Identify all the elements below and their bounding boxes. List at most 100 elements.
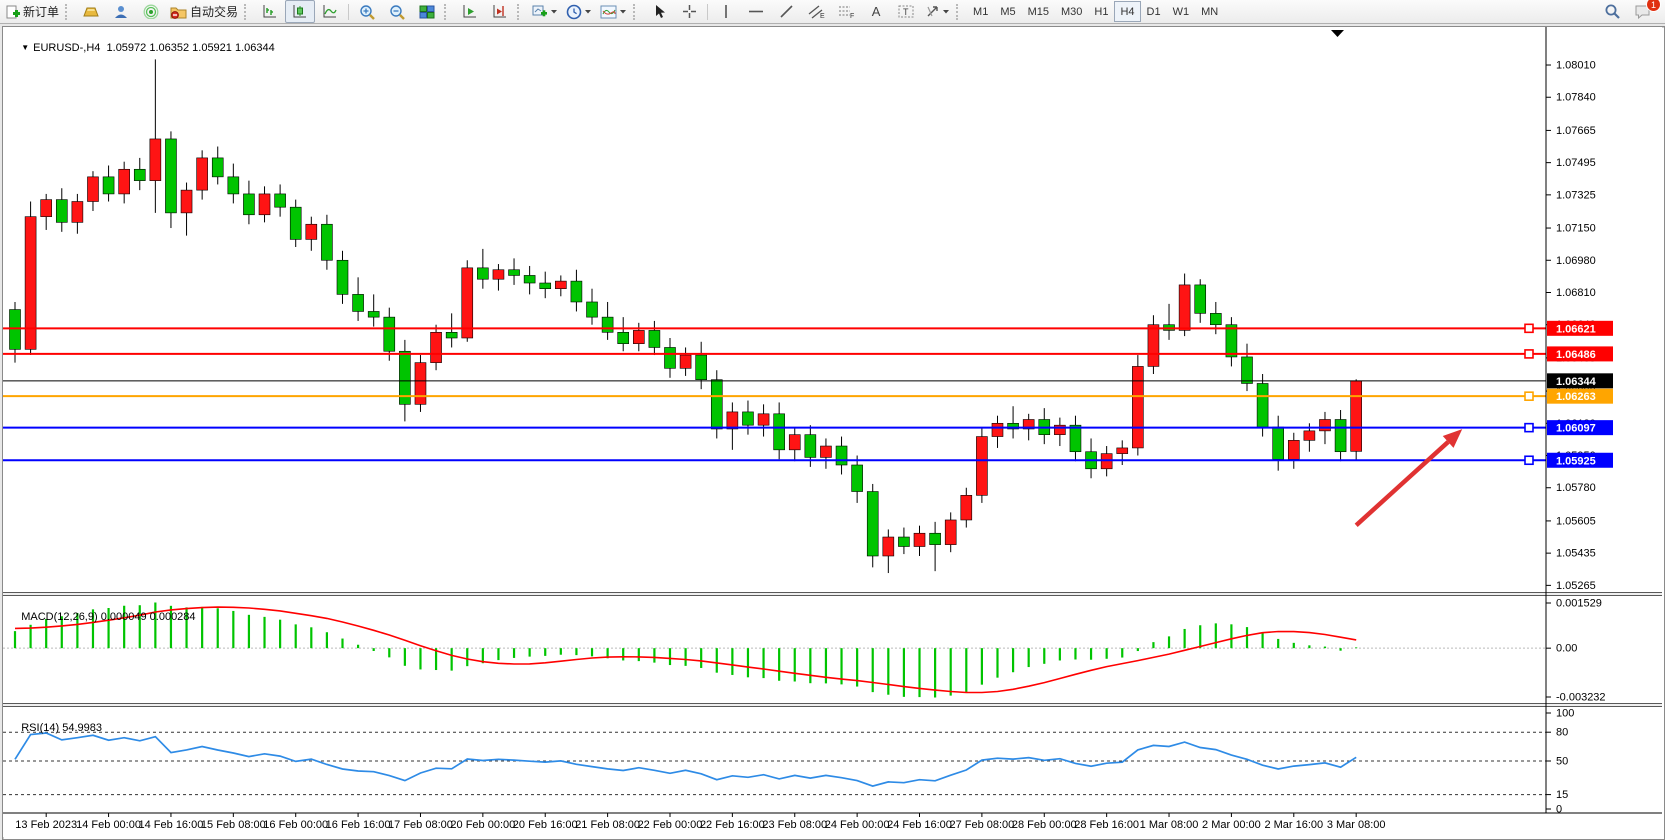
gold-ingot-icon — [83, 7, 99, 16]
candle-bullish — [118, 168, 130, 195]
tab-timeframe-mn[interactable]: MN — [1201, 5, 1219, 18]
candle-bearish — [1225, 324, 1238, 358]
candle-bearish — [352, 294, 364, 312]
panel-separator[interactable] — [3, 592, 1662, 596]
indicators-icon — [600, 5, 617, 18]
equidistant-channel-button[interactable]: E — [801, 0, 831, 23]
price-level-badge-text: 1.06263 — [1556, 391, 1596, 403]
candle-bullish — [87, 176, 99, 202]
macd-name: MACD(12,26,9) — [21, 611, 98, 623]
funds-button[interactable] — [76, 0, 106, 23]
zoom-in-button[interactable] — [352, 0, 382, 23]
panel-separator[interactable] — [3, 703, 1662, 707]
time-axis-label: 22 Feb 16:00 — [700, 819, 765, 831]
tab-timeframe-h1[interactable]: H1 — [1094, 5, 1109, 18]
notifications-button[interactable]: 1 — [1627, 0, 1661, 23]
price-chart[interactable]: 1.08010 1.07840 1.07665 1.07495 1.07325 1.071… — [3, 27, 1662, 837]
cursor-icon — [655, 5, 665, 18]
candle-bearish — [211, 157, 224, 178]
rsi-axis-label: 50 — [1556, 756, 1568, 768]
price-level-badge — [1547, 388, 1613, 404]
time-axis-label: 24 Feb 16:00 — [887, 819, 952, 831]
new-order-icon — [6, 5, 20, 18]
horizontal-line-icon — [749, 10, 764, 13]
rsi-indicator-label: RSI(14) 54.9983 — [9, 710, 102, 746]
candle-bullish — [40, 199, 52, 217]
new-chart-button[interactable] — [528, 0, 562, 23]
tab-timeframe-w1[interactable]: W1 — [1172, 5, 1190, 18]
candle-bearish — [866, 491, 879, 557]
horizontal-levels — [3, 323, 1546, 466]
time-axis-label: 2 Mar 00:00 — [1202, 819, 1261, 831]
zoom-out-button[interactable] — [382, 0, 412, 23]
chevron-down-icon — [551, 10, 558, 14]
chart-marker-icon[interactable] — [1331, 30, 1344, 37]
notification-badge: 1 — [1646, 0, 1661, 12]
candle-bullish — [1319, 419, 1331, 432]
toolbar-grip — [444, 3, 453, 20]
text-label-button[interactable]: T — [891, 0, 921, 23]
trend-arrow-annotation[interactable] — [1354, 429, 1463, 527]
candle-bullish — [820, 445, 832, 458]
price-axis-label: 1.06980 — [1556, 255, 1596, 267]
search-button[interactable] — [1597, 0, 1627, 23]
chart-shift-button[interactable] — [485, 0, 515, 23]
signals-button[interactable] — [136, 0, 166, 23]
price-level-badge — [1547, 452, 1613, 468]
cursor-button[interactable] — [644, 0, 674, 23]
line-handle[interactable] — [1524, 391, 1534, 401]
period-button[interactable] — [562, 0, 596, 23]
tab-timeframe-m5[interactable]: M5 — [1000, 5, 1016, 18]
candle-bullish — [492, 269, 505, 280]
community-button[interactable] — [106, 0, 136, 23]
autotrading-button[interactable]: 自动交易 — [166, 0, 242, 23]
arrows-icon — [927, 6, 938, 17]
macd-indicator-label: MACD(12,26,9) 0.000049 0.000284 — [9, 599, 196, 635]
candle-bullish — [1022, 419, 1035, 430]
price-axis-label: 1.07840 — [1556, 92, 1596, 104]
tab-timeframe-h4[interactable]: H4 — [1114, 1, 1141, 22]
tab-timeframe-m1[interactable]: M1 — [973, 5, 989, 18]
line-chart-button[interactable] — [315, 0, 345, 23]
line-handle[interactable] — [1524, 422, 1534, 433]
vertical-line-button[interactable] — [711, 0, 741, 23]
candle-bearish — [367, 311, 380, 318]
candle-bearish — [648, 330, 661, 348]
time-axis-label: 2 Mar 16:00 — [1264, 819, 1323, 831]
candle-bearish — [243, 193, 255, 216]
line-handle[interactable] — [1524, 349, 1534, 359]
time-axis-label: 27 Feb 08:00 — [949, 819, 1014, 831]
candle-bullish — [1303, 430, 1316, 441]
tab-timeframe-m15[interactable]: M15 — [1027, 5, 1049, 18]
fibonacci-button[interactable]: F — [831, 0, 861, 23]
line-handle[interactable] — [1524, 323, 1534, 334]
arrows-button[interactable] — [921, 0, 954, 23]
new-order-button[interactable]: 新订单 — [2, 0, 63, 23]
macd-values: 0.000049 0.000284 — [100, 611, 196, 623]
candle-bullish — [430, 331, 442, 363]
time-axis-label: 23 Feb 08:00 — [762, 819, 827, 831]
toolbar-grip — [517, 3, 526, 20]
candlestick-button[interactable] — [285, 0, 316, 23]
trendline-button[interactable] — [771, 0, 801, 23]
tile-windows-button[interactable] — [412, 0, 442, 23]
tab-timeframe-d1[interactable]: D1 — [1146, 5, 1161, 18]
price-axis-label: 1.07665 — [1556, 125, 1596, 137]
bar-chart-button[interactable] — [255, 0, 285, 23]
rsi-line — [14, 732, 1357, 787]
horizontal-line-button[interactable] — [741, 0, 771, 23]
candle-bullish — [679, 354, 692, 369]
new-chart-icon — [532, 5, 548, 17]
crosshair-button[interactable] — [674, 0, 704, 23]
toolbar-separator — [348, 3, 350, 20]
candle-bullish — [461, 267, 474, 339]
indicators-button[interactable] — [596, 0, 631, 23]
auto-scroll-button[interactable] — [455, 0, 485, 23]
tab-timeframe-m30[interactable]: M30 — [1061, 5, 1083, 18]
text-button[interactable]: A — [861, 0, 891, 23]
time-axis-label: 13 Feb 2023 — [15, 819, 77, 831]
symbol-dropdown-icon[interactable]: ▼ — [21, 43, 30, 52]
line-handle[interactable] — [1524, 455, 1534, 466]
price-axis-label: 1.06810 — [1556, 287, 1596, 299]
